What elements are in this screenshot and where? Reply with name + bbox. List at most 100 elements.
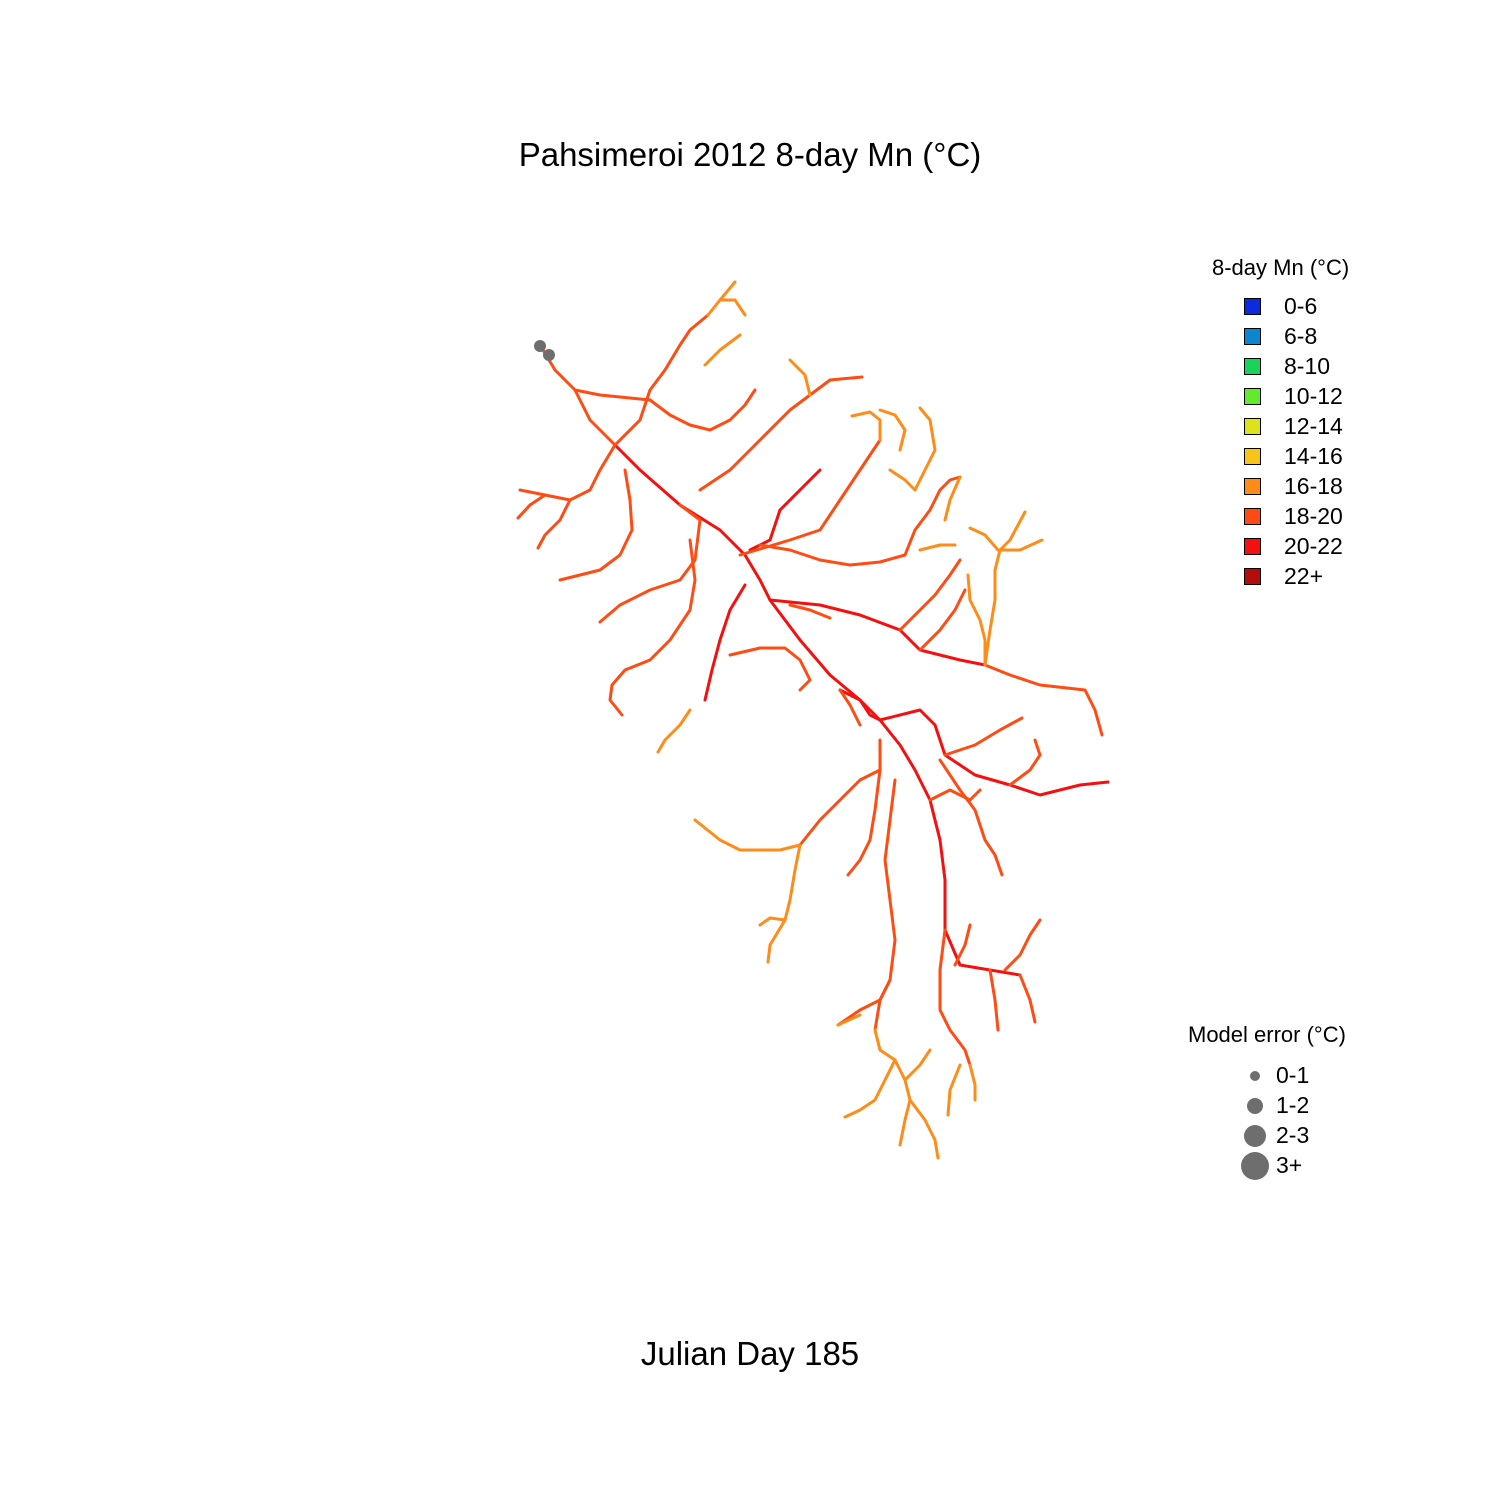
error-size-dot (1247, 1098, 1263, 1114)
stream-reach (703, 583, 747, 702)
stream-reach (968, 526, 1000, 552)
main-stem-reach (613, 443, 962, 967)
legend-swatch (1244, 358, 1261, 375)
stream-reach (728, 646, 812, 692)
legend-item: 16-18 (1212, 472, 1349, 502)
legend-label: 1-2 (1276, 1092, 1310, 1118)
stream-reach (878, 408, 907, 452)
legend-label: 6-8 (1284, 323, 1318, 349)
main-stem-reach (768, 598, 987, 667)
stream-reach (968, 1063, 977, 1102)
stream-reach (738, 438, 882, 557)
stream-reach (988, 968, 1000, 1032)
legend-swatch (1244, 568, 1261, 585)
legend-swatch (1244, 388, 1261, 405)
stream-reach (573, 388, 652, 402)
legend-label: 0-1 (1276, 1062, 1310, 1088)
legend-item: 18-20 (1212, 502, 1349, 532)
observation-site-point (534, 340, 546, 352)
stream-reach (983, 663, 1104, 737)
error-size-dot (1241, 1152, 1269, 1180)
legend-swatch (1244, 448, 1261, 465)
stream-reach (943, 716, 1024, 757)
stream-reach (788, 603, 832, 620)
legend-item: 8-10 (1212, 352, 1349, 382)
stream-reach (918, 588, 967, 652)
stream-reach (1008, 780, 1110, 797)
legend-swatch (1244, 328, 1261, 345)
stream-reach (703, 333, 742, 367)
stream-reach (903, 1048, 932, 1082)
legend-item: 22+ (1212, 562, 1349, 592)
legend-item: 6-8 (1212, 322, 1349, 352)
model-error-legend-title: Model error (°C) (1188, 1022, 1346, 1047)
stream-reach (836, 778, 897, 1027)
stream-reach (656, 708, 692, 754)
stream-reach (698, 375, 864, 492)
error-size-dot (1244, 1125, 1266, 1147)
stream-reach (516, 493, 547, 520)
stream-reach (966, 573, 987, 667)
legend-label: 2-3 (1276, 1122, 1310, 1148)
stream-reach (898, 558, 962, 632)
legend-swatch (1244, 418, 1261, 435)
legend-label: 16-18 (1284, 473, 1343, 499)
legend-label: 3+ (1276, 1152, 1303, 1178)
legend-item: 2-3 (1188, 1121, 1346, 1151)
legend-label: 14-16 (1284, 443, 1343, 469)
legend-item: 3+ (1188, 1151, 1346, 1181)
legend-item: 0-1 (1188, 1061, 1346, 1091)
stream-reach (998, 538, 1044, 552)
stream-reach (938, 928, 972, 1067)
stream-reach (1003, 918, 1042, 972)
observation-sites (534, 340, 555, 361)
temperature-legend-items: 0-6 6-8 8-10 10-12 12-14 14-16 16-18 18 (1212, 292, 1349, 592)
stream-reach (758, 543, 907, 567)
stream-reach (983, 548, 1002, 667)
stream-reach (718, 298, 747, 317)
map-title: Pahsimeroi 2012 8-day Mn (°C) (518, 136, 982, 173)
stream-reach (846, 768, 882, 877)
stream-reach (836, 1013, 862, 1027)
stream-reach (648, 388, 757, 432)
stream-reach (693, 818, 802, 852)
stream-reach (943, 475, 962, 522)
stream-reach (878, 708, 1012, 787)
legend-item: 10-12 (1212, 382, 1349, 412)
legend-swatch (1244, 538, 1261, 555)
stream-reach (913, 406, 937, 492)
stream-reach (908, 1098, 940, 1160)
stream-reach (598, 503, 702, 624)
legend-label: 12-14 (1284, 413, 1343, 439)
stream-reach (946, 1063, 962, 1117)
stream-reach (758, 916, 787, 927)
error-size-dot (1250, 1071, 1260, 1081)
stream-reach (788, 358, 812, 397)
legend-label: 0-6 (1284, 293, 1318, 319)
model-error-legend-items: 0-1 1-2 2-3 3+ (1188, 1061, 1346, 1181)
stream-reach (928, 788, 982, 802)
stream-reach (608, 538, 697, 717)
legend-label: 22+ (1284, 563, 1324, 589)
stream-reach (1018, 973, 1037, 1024)
stream-reach (838, 688, 882, 722)
legend-swatch (1244, 478, 1261, 495)
stream-reach (613, 313, 710, 447)
stream-reach (1008, 738, 1042, 787)
temperature-legend-title: 8-day Mn (°C) (1212, 255, 1350, 280)
stream-reach (953, 923, 972, 967)
stream-reach (903, 475, 962, 557)
stream-reach (838, 688, 862, 727)
stream-reach (536, 498, 572, 550)
stream-reach (843, 1058, 897, 1119)
model-error-legend: Model error (°C) 0-1 1-2 2-3 3+ (1188, 1022, 1346, 1181)
legend-label: 20-22 (1284, 533, 1343, 559)
legend-item: 20-22 (1212, 532, 1349, 562)
julian-day-label: Julian Day 185 (640, 1335, 860, 1372)
stream-reach (918, 543, 957, 552)
stream-reach (873, 978, 892, 1032)
observation-site-point (543, 349, 555, 361)
legend-label: 10-12 (1284, 383, 1343, 409)
legend-item: 0-6 (1212, 292, 1349, 322)
